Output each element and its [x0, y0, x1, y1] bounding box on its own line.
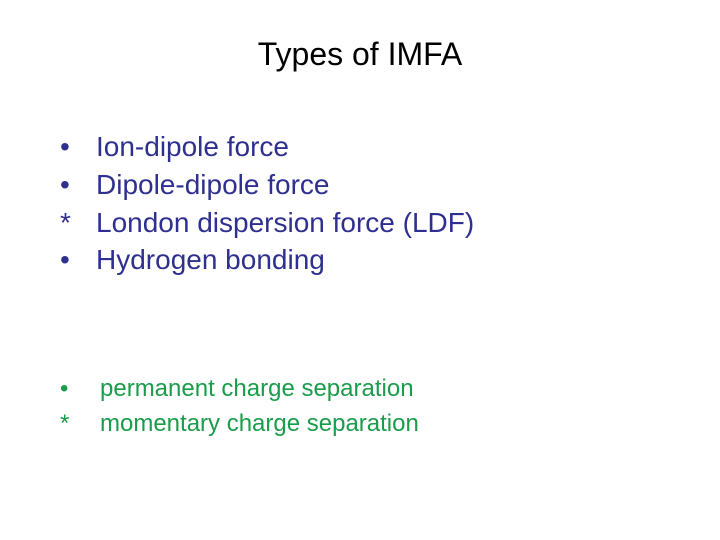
bullet-icon: • [60, 372, 100, 407]
list-item-text: momentary charge separation [100, 407, 419, 442]
list-item: • Hydrogen bonding [60, 241, 474, 279]
list-item: * London dispersion force (LDF) [60, 204, 474, 242]
slide-title: Types of IMFA [0, 36, 720, 73]
sub-list: • permanent charge separation * momentar… [60, 372, 419, 442]
list-item: • Dipole-dipole force [60, 166, 474, 204]
asterisk-icon: * [60, 204, 96, 242]
list-item: • permanent charge separation [60, 372, 419, 407]
slide: Types of IMFA • Ion-dipole force • Dipol… [0, 0, 720, 540]
bullet-icon: • [60, 128, 96, 166]
list-item-text: permanent charge separation [100, 372, 414, 407]
list-item-text: London dispersion force (LDF) [96, 204, 474, 242]
bullet-icon: • [60, 241, 96, 279]
list-item-text: Hydrogen bonding [96, 241, 325, 279]
list-item-text: Dipole-dipole force [96, 166, 329, 204]
list-item: • Ion-dipole force [60, 128, 474, 166]
list-item: * momentary charge separation [60, 407, 419, 442]
main-list: • Ion-dipole force • Dipole-dipole force… [60, 128, 474, 279]
list-item-text: Ion-dipole force [96, 128, 289, 166]
bullet-icon: • [60, 166, 96, 204]
asterisk-icon: * [60, 407, 100, 442]
